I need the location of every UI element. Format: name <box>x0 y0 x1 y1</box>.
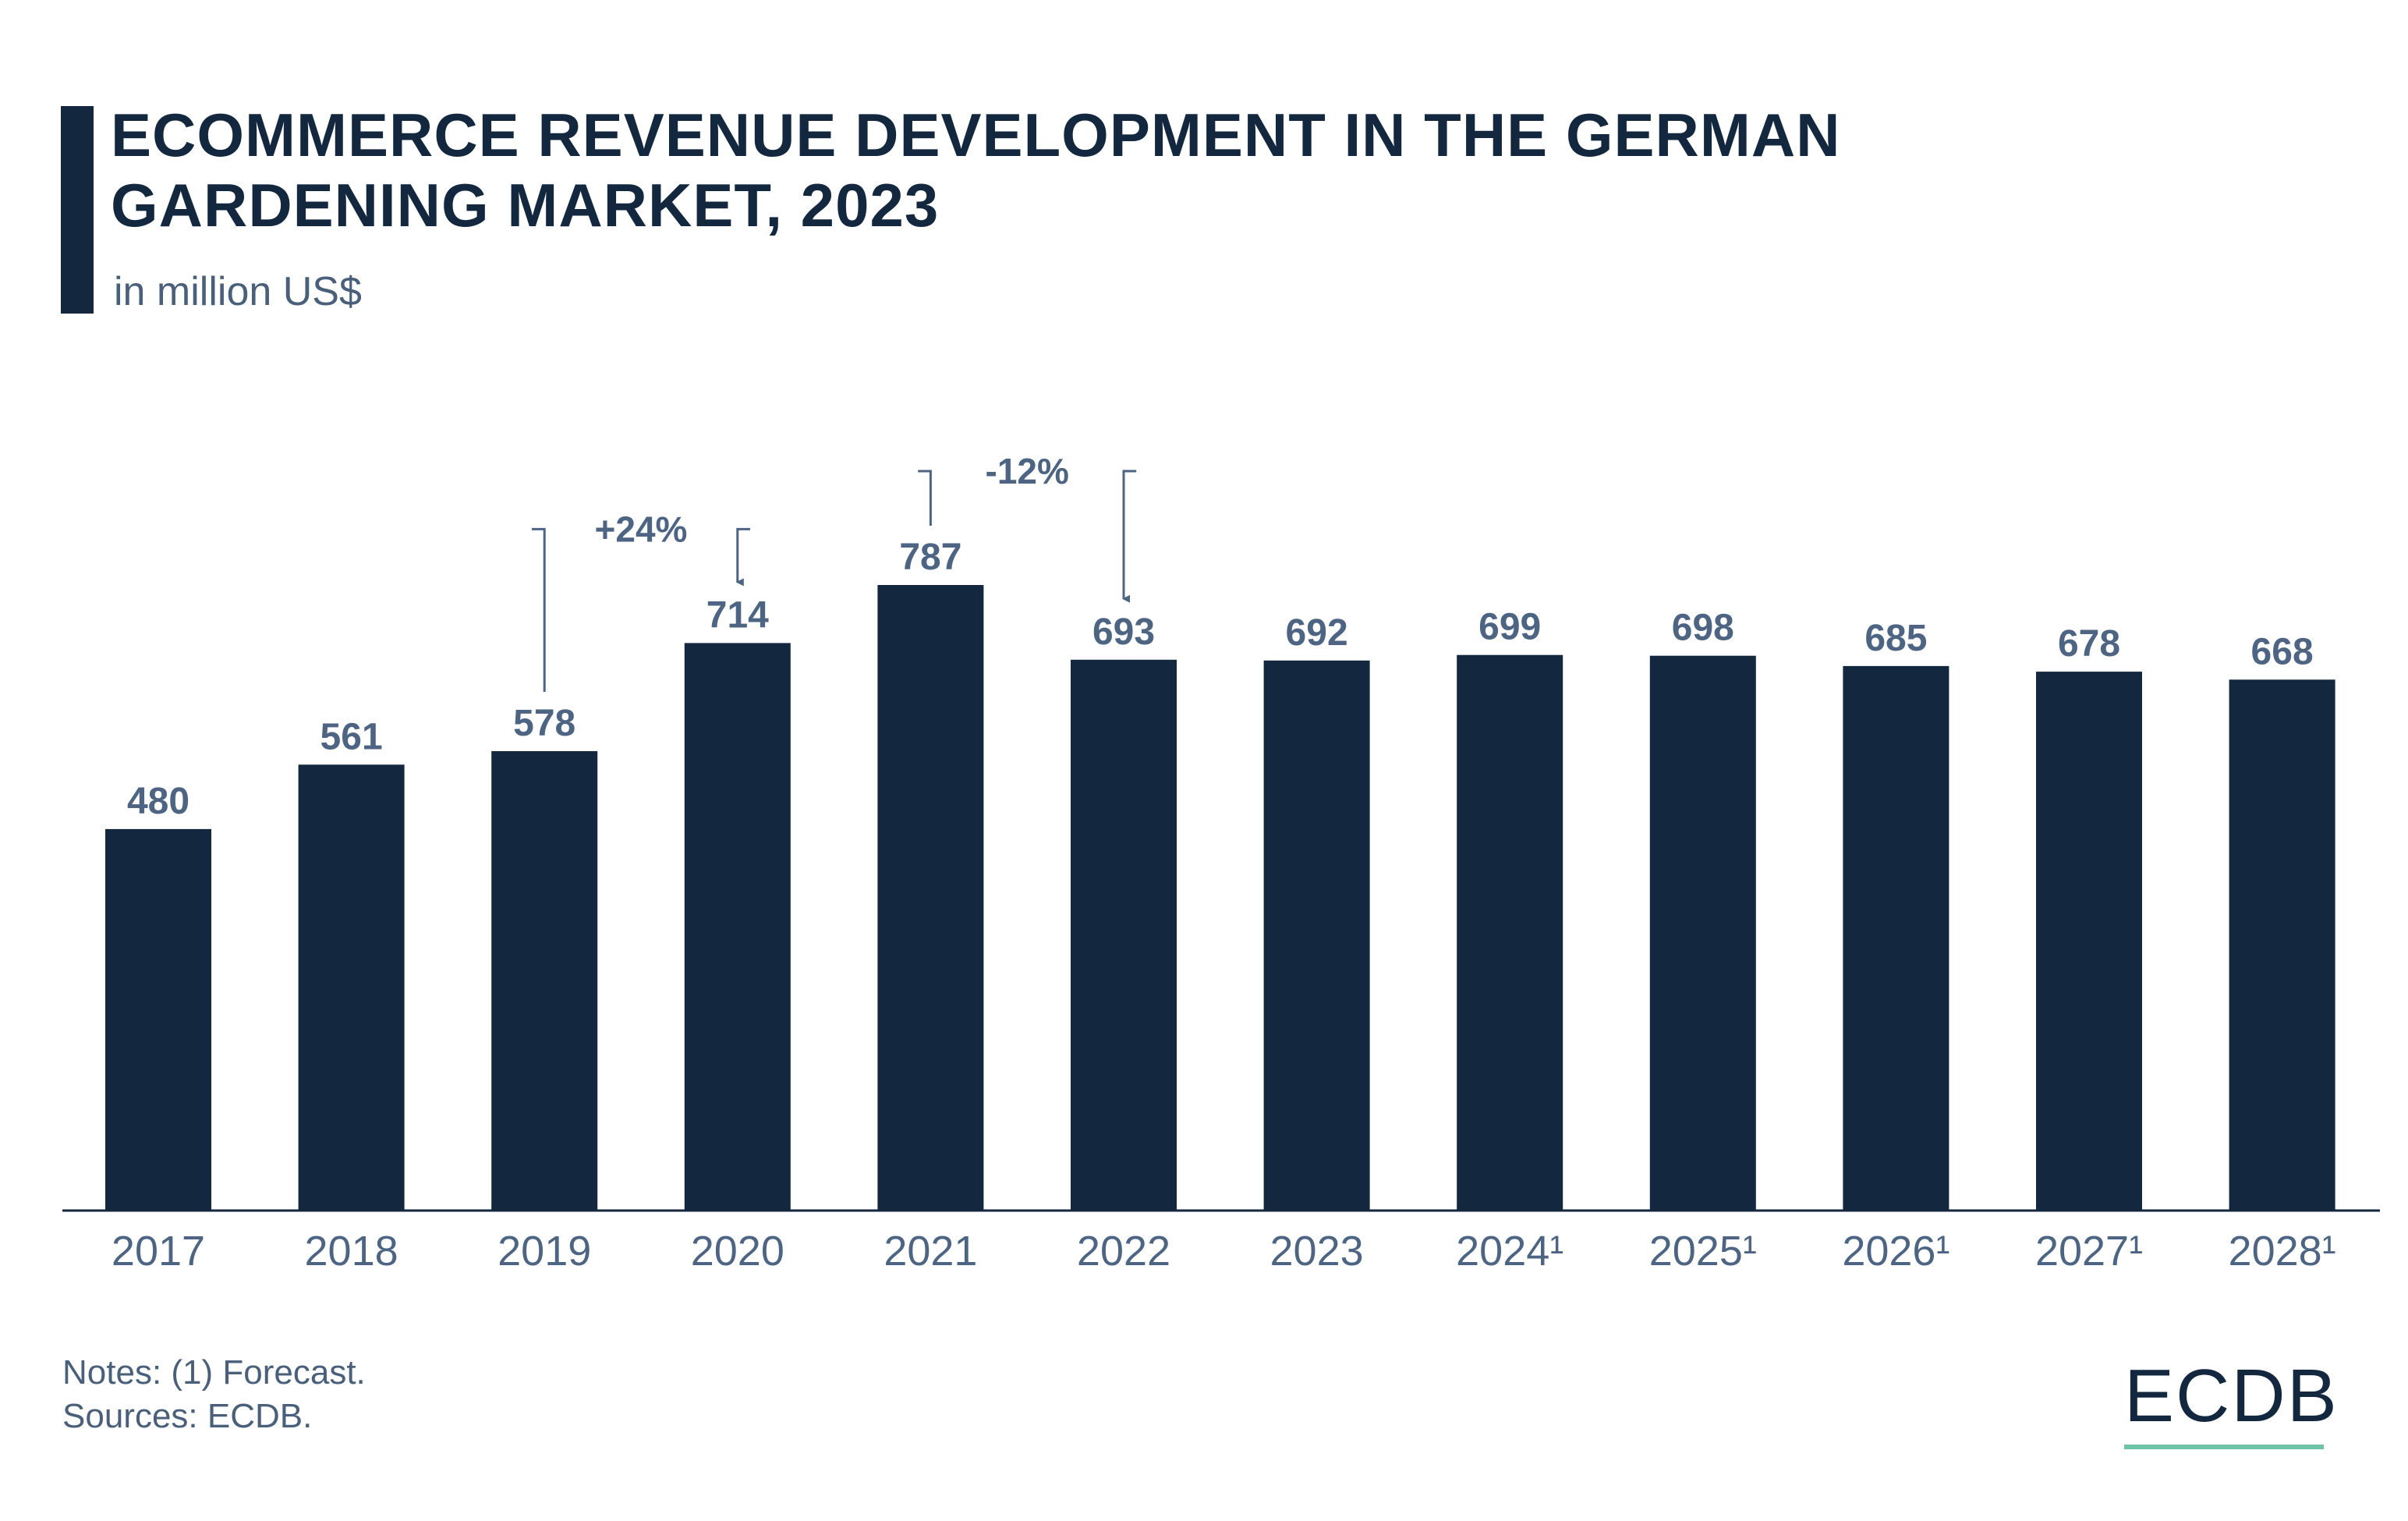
value-label: 685 <box>1864 618 1927 659</box>
annotation-bracket-start <box>532 527 546 692</box>
chart-title: ECOMMERCE REVENUE DEVELOPMENT IN THE GER… <box>111 101 1841 239</box>
bar-2020 <box>684 643 791 1211</box>
bar-2022 <box>1071 659 1177 1211</box>
value-label: 578 <box>513 703 575 744</box>
bar-2019 <box>491 751 598 1211</box>
x-tick-label: 2017 <box>112 1228 205 1275</box>
bar-2018 <box>298 764 405 1211</box>
value-label: 668 <box>2251 631 2314 672</box>
bar-2021 <box>877 585 984 1211</box>
bar-2024 <box>1457 654 1563 1211</box>
x-tick-label: 2022 <box>1077 1228 1170 1275</box>
x-tick-label: 2026¹ <box>1842 1228 1949 1275</box>
bar-2028 <box>2229 679 2335 1211</box>
growth-annotation: -12% <box>918 451 1137 603</box>
bar-2025 <box>1649 655 1756 1211</box>
value-label: 699 <box>1478 607 1541 648</box>
x-tick-label: 2019 <box>498 1228 591 1275</box>
bar-2026 <box>1843 665 1949 1211</box>
value-label: 678 <box>2058 623 2120 665</box>
x-tick-label: 2018 <box>305 1228 398 1275</box>
value-label: 692 <box>1286 612 1348 654</box>
annotation-label: +24% <box>595 509 688 549</box>
x-tick-label: 2027¹ <box>2035 1228 2143 1275</box>
notes-block: Notes: (1) Forecast. Sources: ECDB. <box>62 1351 366 1438</box>
value-label: 693 <box>1092 612 1155 653</box>
growth-annotation: +24% <box>532 509 750 692</box>
annotation-bracket-start <box>918 470 932 526</box>
bar-2017 <box>105 828 211 1211</box>
logo-text: ECDB <box>2124 1354 2339 1438</box>
value-label: 698 <box>1672 608 1734 649</box>
x-tick-label: 2020 <box>691 1228 784 1275</box>
annotation-arrow <box>735 527 750 587</box>
annotation-label: -12% <box>986 451 1069 491</box>
x-tick-label: 2023 <box>1270 1228 1364 1275</box>
value-label: 561 <box>320 716 383 757</box>
x-tick-label: 2025¹ <box>1649 1228 1757 1275</box>
chart-subtitle: in million US$ <box>114 269 362 314</box>
value-label: 480 <box>127 781 189 822</box>
bar-2023 <box>1263 660 1370 1211</box>
notes-text: Notes: (1) Forecast. <box>62 1353 366 1392</box>
value-label: 714 <box>706 594 769 636</box>
x-tick-label: 2028¹ <box>2229 1228 2336 1275</box>
sources-text: Sources: ECDB. <box>62 1397 313 1435</box>
title-accent-bar <box>61 106 94 314</box>
x-tick-label: 2021 <box>884 1228 977 1275</box>
value-label: 787 <box>899 537 961 578</box>
annotation-arrow <box>1122 470 1137 603</box>
x-tick-label: 2024¹ <box>1456 1228 1563 1275</box>
bar-2027 <box>2036 672 2142 1211</box>
ecdb-logo: ECDB <box>2124 1354 2339 1449</box>
bar-chart: 480 2017 561 2018 578 2019 714 2020 787 2021 693 20… <box>62 451 2380 1275</box>
logo-underline <box>2124 1445 2324 1449</box>
